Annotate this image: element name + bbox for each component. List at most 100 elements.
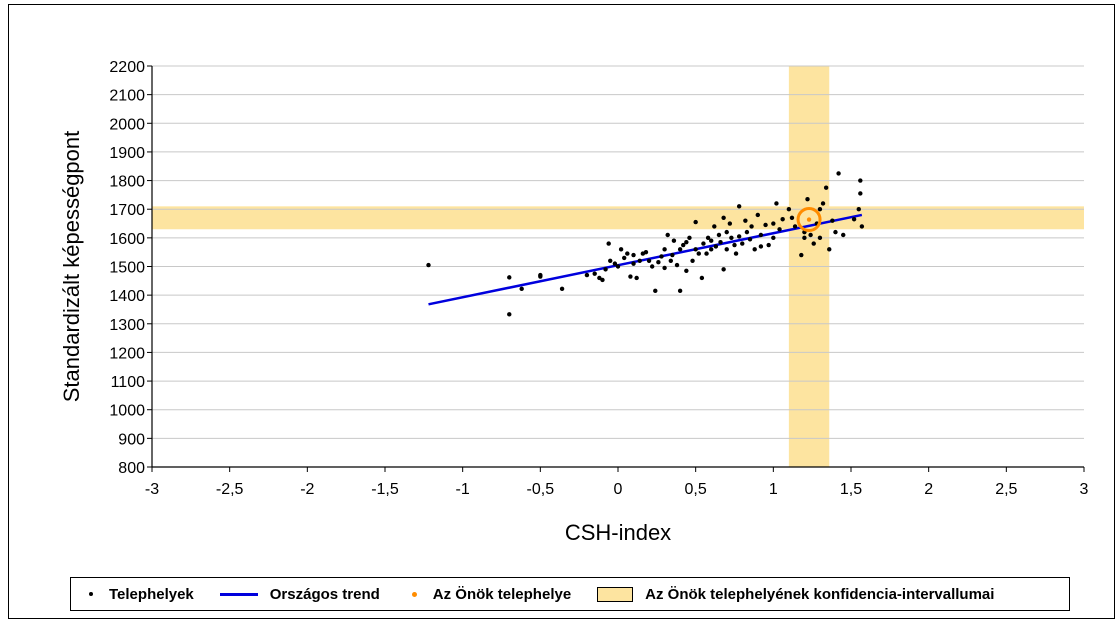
data-point [693, 219, 698, 225]
y-axis-title: Standardizált képességpont [59, 131, 84, 403]
legend-item-own-site: Az Önök telephelye [406, 586, 571, 603]
data-point [744, 229, 750, 235]
data-point [802, 235, 807, 241]
data-point [771, 235, 776, 241]
data-point [736, 234, 742, 239]
data-point [721, 267, 726, 272]
data-point [690, 258, 695, 263]
data-point [766, 242, 771, 248]
data-point [668, 258, 674, 263]
data-point [733, 251, 739, 256]
data-point [637, 258, 642, 263]
data-point [608, 258, 613, 263]
data-point [749, 224, 754, 229]
legend-label-points: Telephelyek [109, 585, 194, 603]
data-point [712, 224, 717, 229]
x-axis-title: CSH-index [565, 520, 671, 545]
data-point [701, 241, 706, 246]
data-point [724, 247, 729, 252]
data-point [625, 251, 630, 256]
data-point [584, 272, 590, 278]
data-point [827, 247, 832, 252]
data-point [713, 244, 719, 249]
x-tick-label: 2,5 [995, 481, 1017, 498]
data-points [426, 171, 865, 317]
y-tick-label: 900 [118, 431, 145, 448]
data-point [597, 275, 602, 281]
data-point [687, 235, 692, 241]
legend-label-own-site: Az Önök telephelye [432, 585, 572, 603]
data-point [615, 264, 621, 269]
legend-item-band: Az Önök telephelyének konfidencia-interv… [597, 586, 994, 603]
trend-line [428, 213, 863, 306]
data-point [724, 229, 729, 235]
data-point [729, 235, 734, 241]
scatter-chart: -3 -2,5 -2 -1,5 -1 -0,5 0 0,5 1 1,5 2 2,5 3 800 900 10… [59, 59, 1089, 545]
data-point [856, 207, 861, 212]
data-point [833, 229, 838, 235]
data-point [758, 244, 764, 249]
data-point [747, 237, 753, 242]
data-point [426, 262, 431, 268]
own-site-point [806, 217, 812, 222]
data-point [817, 235, 823, 241]
data-point [649, 264, 655, 269]
x-tick-label: -2 [300, 481, 314, 498]
data-point [823, 185, 829, 190]
data-point [786, 207, 792, 212]
y-tick-label: 1800 [109, 174, 145, 191]
dot-icon [89, 592, 93, 596]
data-point [709, 238, 714, 243]
data-point [709, 247, 714, 252]
data-point [780, 217, 785, 222]
data-point [771, 221, 776, 226]
data-point [559, 286, 565, 292]
axes [147, 65, 1085, 472]
y-tick-label: 1200 [109, 345, 145, 362]
own-site-ring [796, 207, 822, 233]
y-tick-label: 2000 [109, 116, 145, 133]
x-tick-label: -0,5 [527, 481, 555, 498]
data-point [858, 178, 863, 183]
data-point [631, 261, 636, 266]
y-tick-label: 1600 [109, 231, 145, 248]
data-point [677, 247, 683, 252]
data-point [758, 232, 764, 238]
x-tick-label: -1 [456, 481, 470, 498]
data-point [662, 247, 667, 252]
data-point [643, 249, 649, 255]
data-point [659, 254, 664, 259]
data-point [811, 241, 816, 246]
y-tick-label: 1400 [109, 288, 145, 305]
data-point [830, 218, 835, 223]
data-point [538, 272, 543, 278]
data-point [681, 242, 686, 248]
y-tick-label: 2200 [109, 59, 145, 76]
data-point [805, 196, 810, 202]
data-point [674, 262, 680, 268]
data-point [777, 227, 782, 232]
data-point [677, 288, 683, 294]
data-point [684, 239, 689, 245]
y-tick-label: 1100 [111, 374, 146, 391]
data-point [808, 232, 813, 238]
x-tick-label: -3 [145, 481, 159, 498]
data-point [743, 218, 748, 223]
x-tick-label: 0,5 [685, 481, 707, 498]
chart-frame: -3 -2,5 -2 -1,5 -1 -0,5 0 0,5 1 1,5 2 2,5 3 800 900 10… [8, 4, 1115, 619]
data-point [696, 251, 701, 256]
data-point [519, 286, 524, 292]
data-point [693, 247, 698, 252]
data-point [789, 215, 795, 221]
data-point [755, 212, 760, 218]
y-tick-label: 2100 [109, 88, 145, 105]
y-tick-label: 1300 [109, 317, 145, 334]
data-point [634, 275, 639, 281]
data-point [603, 267, 608, 272]
data-point [859, 224, 865, 229]
data-point [699, 275, 705, 281]
x-tick-label: 0 [614, 481, 623, 498]
legend-item-points: Telephelyek [83, 586, 194, 603]
legend-item-trend: Országos trend [219, 586, 380, 603]
data-point [631, 252, 636, 258]
